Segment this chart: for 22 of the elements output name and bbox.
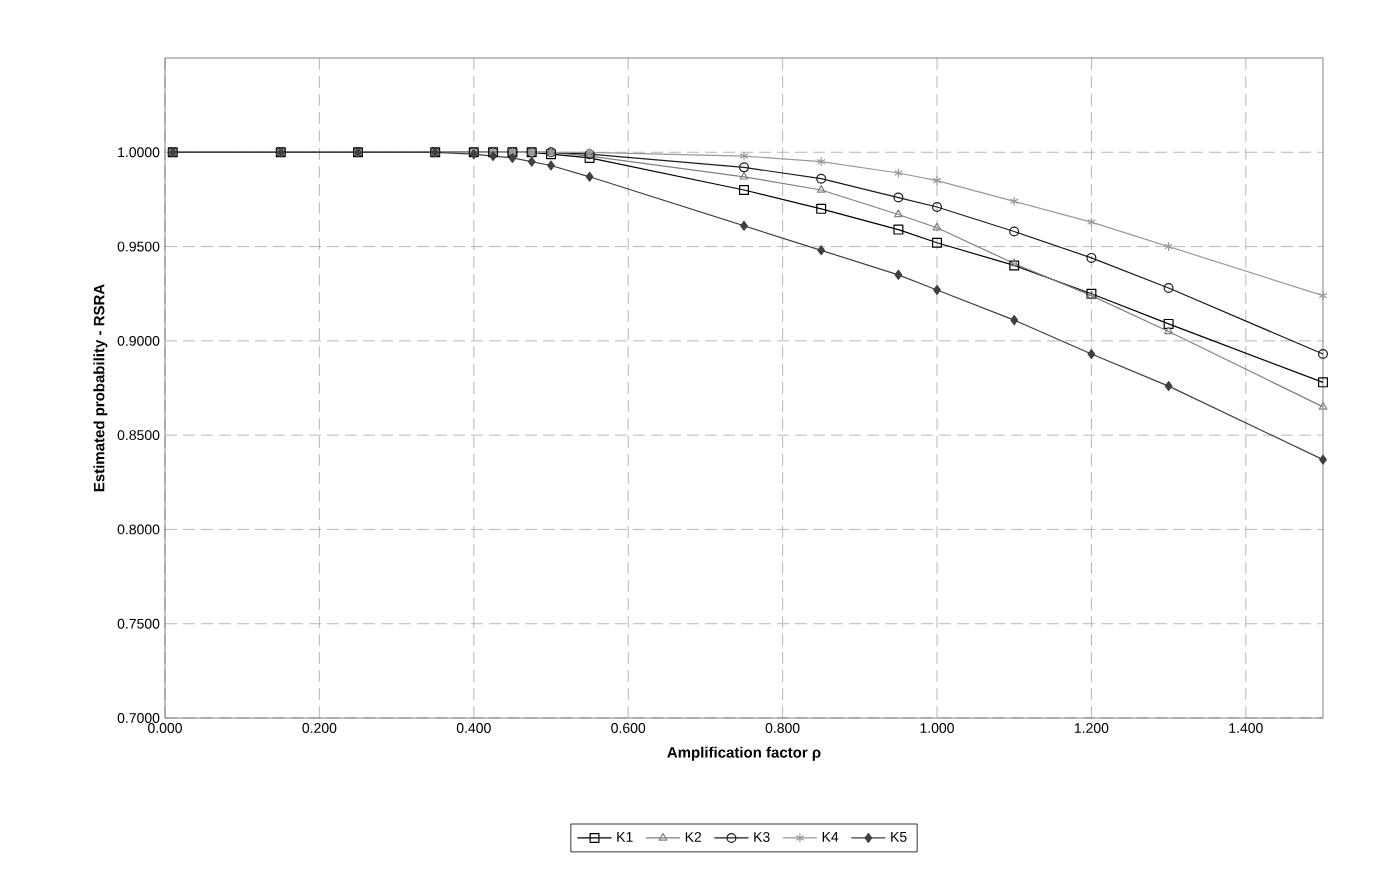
legend-label: K5 (891, 832, 907, 842)
x-tick-label: 1.000 (920, 723, 954, 733)
y-tick-label: 0.9500 (117, 241, 160, 252)
legend-label: K2 (685, 832, 702, 842)
y-axis-title: Estimated probability - RSRA (93, 284, 108, 492)
legend-label: K3 (754, 832, 770, 842)
y-tick-label: 0.9000 (117, 335, 160, 346)
x-tick-label: 0.600 (611, 723, 646, 733)
x-tick-label: 0.200 (302, 723, 337, 733)
x-tick-label: 0.400 (456, 723, 491, 733)
y-tick-label: 0.7000 (117, 713, 160, 723)
y-tick-label: 0.7500 (117, 618, 160, 629)
x-axis-title: Amplification factor ρ (667, 746, 821, 761)
y-tick-label: 1.0000 (118, 147, 160, 158)
y-tick-label: 0.8500 (117, 430, 160, 441)
x-tick-label: 0.000 (148, 723, 182, 733)
x-tick-label: 0.800 (765, 723, 800, 733)
x-tick-label: 1.400 (1229, 723, 1263, 733)
y-tick-label: 0.8000 (117, 524, 160, 535)
legend-label: K1 (617, 832, 633, 842)
x-tick-label: 1.200 (1074, 723, 1109, 733)
legend-label: K4 (822, 832, 839, 842)
